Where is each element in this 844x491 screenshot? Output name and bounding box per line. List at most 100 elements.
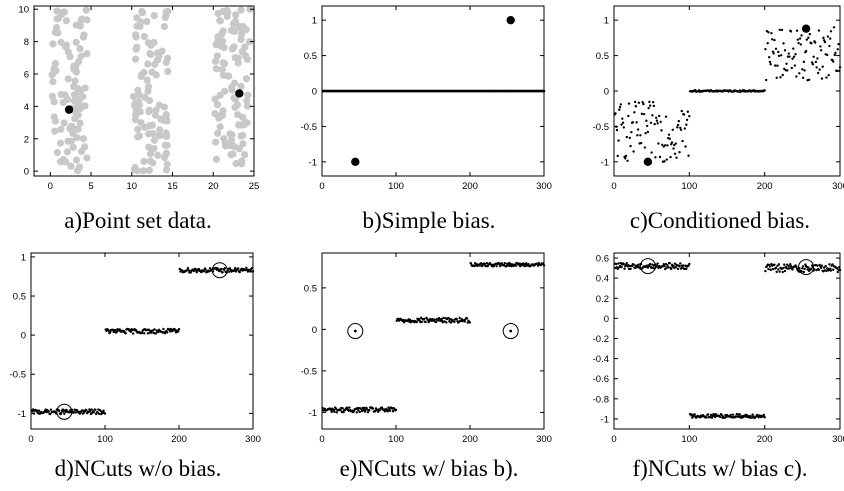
data-point [789,265,793,268]
x-tick-label: 300 [245,434,261,445]
data-point [83,50,91,58]
highlight-point [801,24,811,33]
data-point [63,412,66,415]
data-point [47,410,50,413]
data-point [143,76,151,84]
data-point [658,114,661,118]
data-point [793,64,796,67]
data-point [140,157,148,165]
data-point [357,409,360,412]
data-point [53,149,61,157]
data-point [147,50,155,59]
data-point [216,91,224,99]
data-point [817,268,821,272]
data-point [238,270,241,274]
data-point [64,75,72,83]
y-tick-label: 0 [312,87,317,98]
data-point [212,138,220,146]
data-point [129,92,138,101]
data-point [625,261,629,265]
data-point [89,410,92,413]
data-point [145,107,153,116]
data-point [212,65,220,73]
data-point [819,266,823,270]
data-point [82,6,90,14]
data-point [681,139,684,143]
data-point [833,53,836,57]
data-point [632,150,635,153]
data-point [204,268,207,271]
data-point [796,38,800,41]
x-tick-label: 25 [249,181,260,192]
data-point [799,43,803,46]
data-point [805,38,809,41]
data-point [773,38,776,42]
data-point [672,264,675,268]
data-point [631,121,635,124]
data-point [646,130,650,134]
data-point [177,330,180,333]
data-point [519,264,522,268]
data-point [816,71,820,75]
data-point [215,112,223,120]
data-point [832,60,835,63]
data-point [53,15,61,23]
data-point [657,142,660,145]
axes-frame [613,252,841,430]
data-point [56,139,65,147]
x-tick-label: 100 [388,181,404,192]
data-point [57,38,65,46]
data-point [445,321,448,324]
y-tick-label: -1 [309,408,317,419]
data-point [332,408,336,412]
data-point [49,40,57,48]
data-point [503,261,506,265]
data-point [824,264,827,268]
data-point [633,111,636,114]
x-tick-label: 100 [681,181,697,192]
data-point [625,135,629,139]
data-point [242,75,251,83]
x-tick-label: 100 [388,434,404,445]
data-point [163,160,171,168]
data-point [162,11,170,19]
data-point [783,263,786,266]
data-point [807,36,810,39]
data-point [333,410,336,413]
data-point [685,118,689,122]
data-point [791,57,794,60]
y-tick-label: 0.2 [596,294,609,305]
y-tick-label: 0 [604,314,609,325]
data-point [219,267,223,271]
x-tick-label: 200 [757,434,773,445]
data-point [650,151,653,154]
data-point [664,267,667,271]
data-point [654,156,657,159]
data-point [428,319,431,323]
caption-b: b)Simple bias. [362,208,496,233]
data-point [693,413,696,416]
data-point [118,328,122,331]
data-point [795,265,798,269]
axes-frame [33,5,255,177]
data-point [164,67,172,76]
y-tick-label: -1 [309,157,317,168]
data-point [719,415,722,419]
caption-d: d)NCuts w/o bias. [54,456,222,481]
data-point [688,114,691,118]
data-point [386,410,390,413]
data-point [135,132,144,140]
data-point [160,153,169,162]
data-point [643,146,647,149]
data-point [155,132,163,140]
data-point [394,408,398,412]
x-tick-label: 300 [536,434,552,445]
data-point [818,68,821,71]
data-point [685,123,688,126]
data-point [463,320,467,323]
data-point [679,262,682,265]
data-point [810,42,813,45]
data-point [48,71,56,79]
data-point [655,264,659,267]
data-point [777,50,780,54]
